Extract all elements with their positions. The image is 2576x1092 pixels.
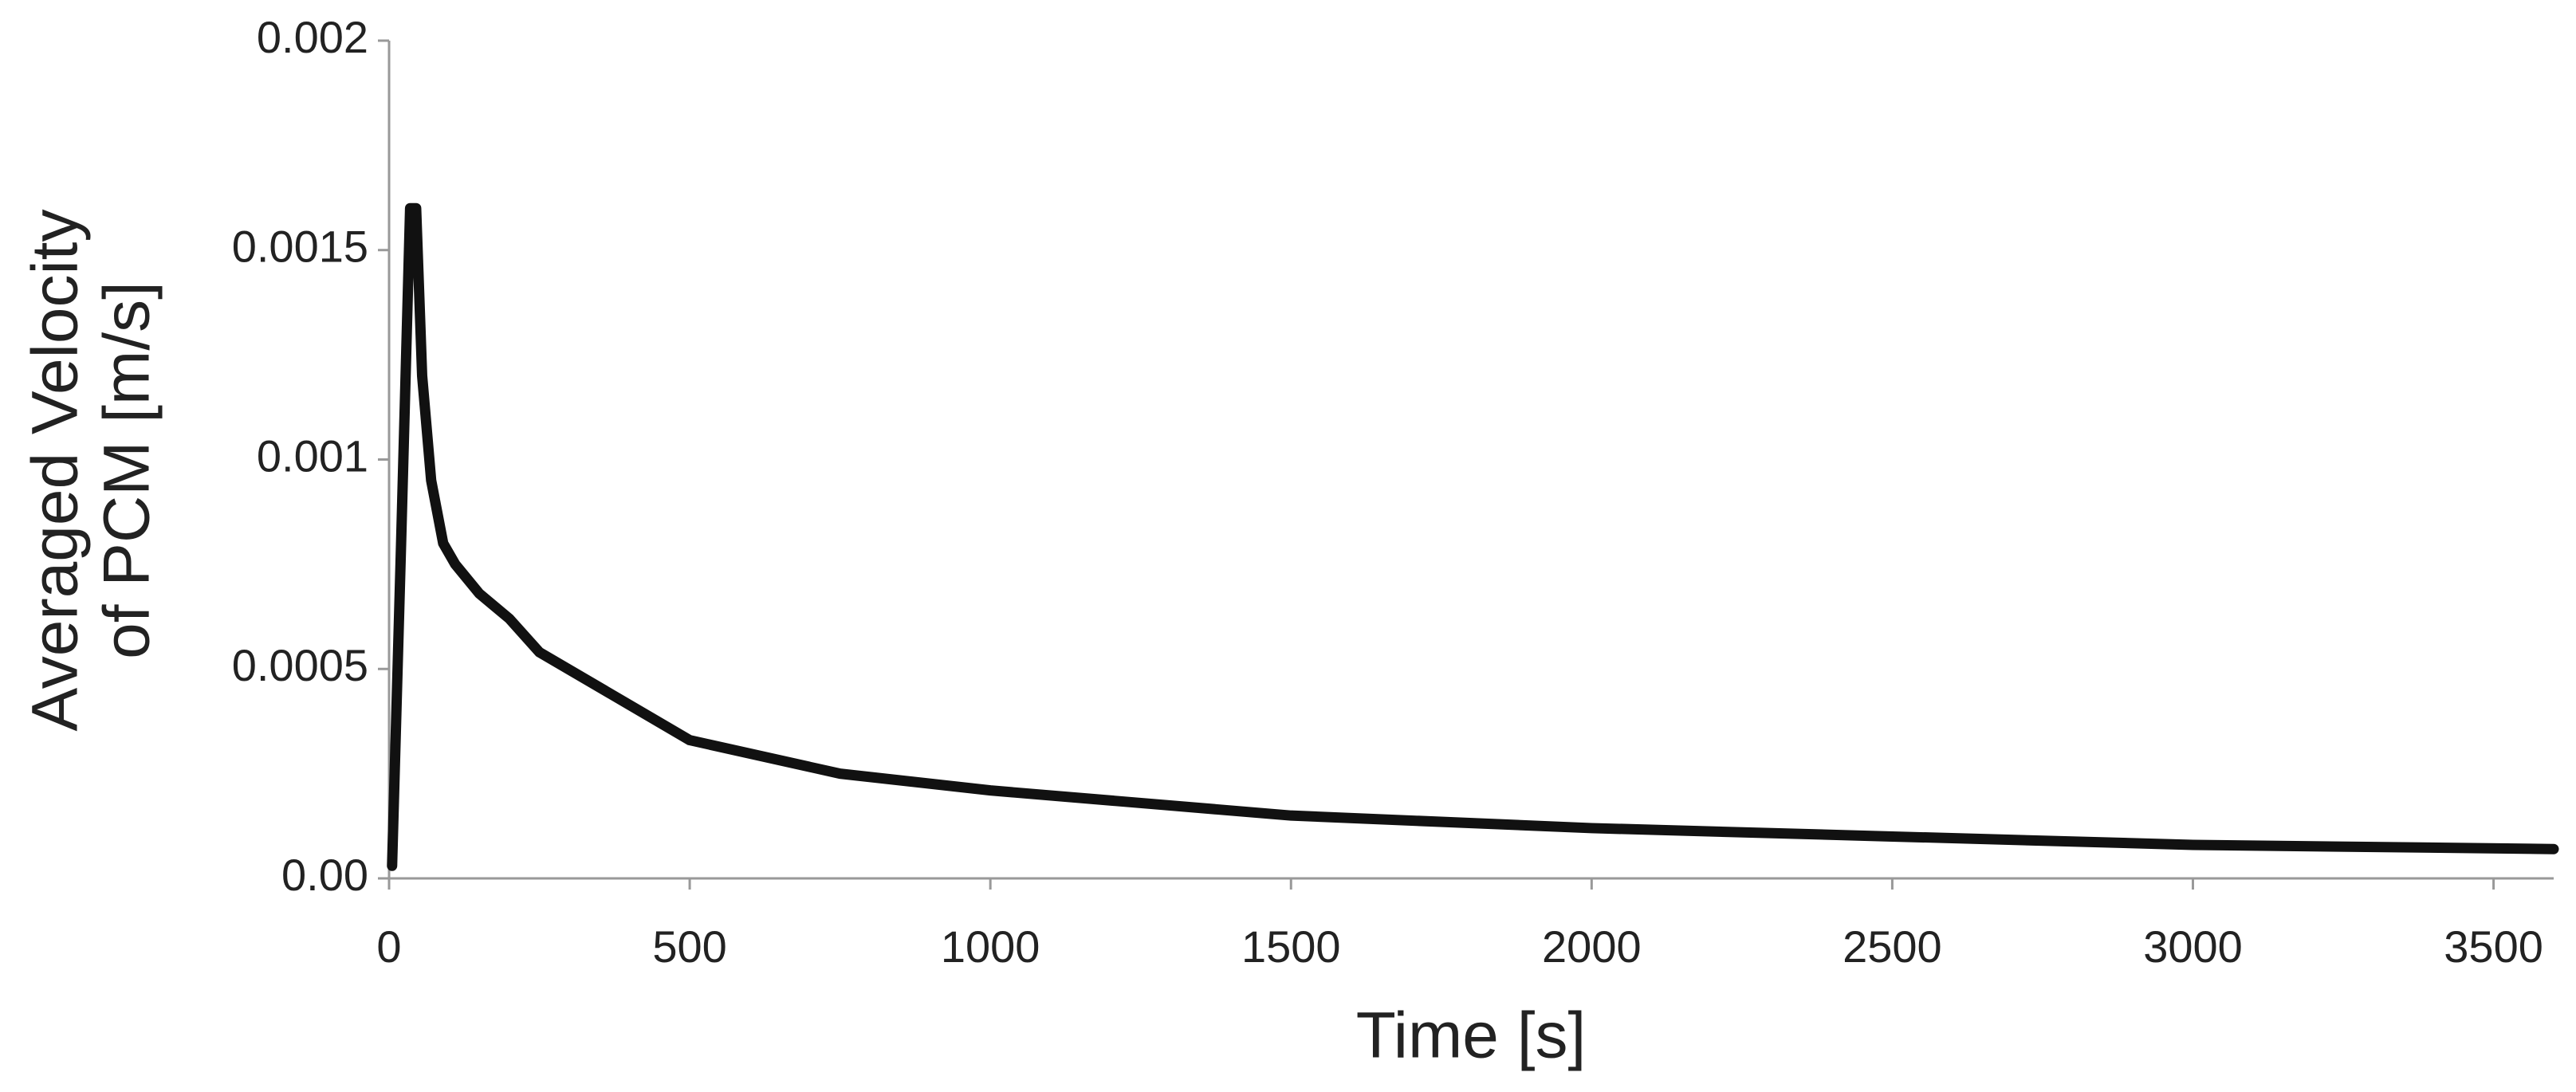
- x-tick-label: 3500: [2444, 921, 2543, 972]
- x-axis-label: Time [s]: [1356, 1000, 1587, 1072]
- y-tick-label: 0.0015: [232, 222, 368, 272]
- y-axis-label: Averaged Velocity of PCM [m/s]: [19, 210, 163, 732]
- x-tick-label: 2500: [1843, 921, 1942, 972]
- data-line: [387, 202, 2559, 871]
- x-tick-label: 2000: [1542, 921, 1642, 972]
- y-tick-label: 0.001: [257, 430, 368, 481]
- x-tick-label: 3000: [2143, 921, 2243, 972]
- y-tick-label: 0.00: [281, 850, 368, 900]
- y-tick-label: 0.0005: [232, 640, 368, 690]
- y-axis-label-line: Averaged Velocity: [19, 210, 92, 732]
- y-axis-label-line: of PCM [m/s]: [91, 281, 163, 659]
- y-tick-label: 0.002: [257, 12, 368, 62]
- x-tick-label: 1500: [1241, 921, 1341, 972]
- x-tick-label: 500: [652, 921, 726, 972]
- x-tick-label: 0: [376, 921, 401, 972]
- x-tick-label: 1000: [941, 921, 1040, 972]
